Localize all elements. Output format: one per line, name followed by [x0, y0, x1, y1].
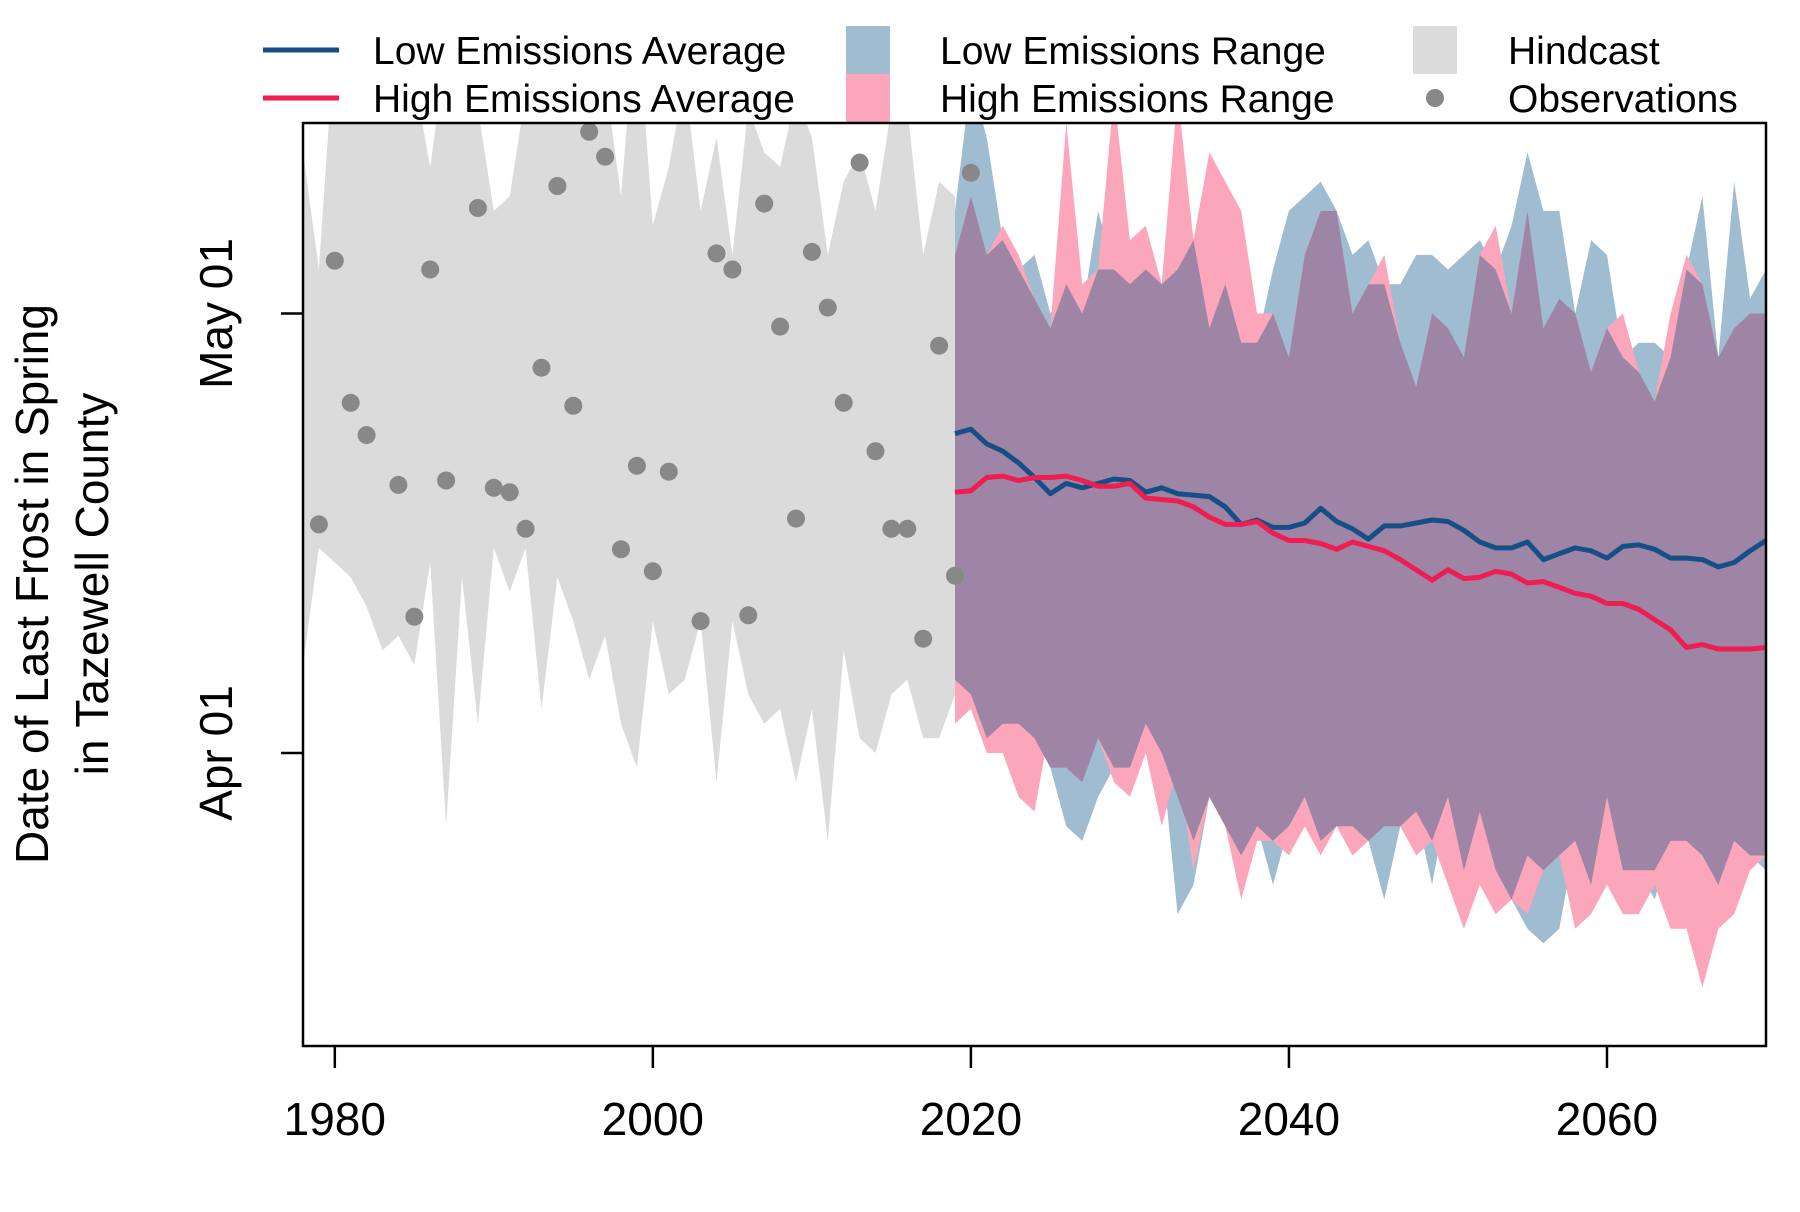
y-axis-label-line2: in Tazewell County [66, 393, 118, 776]
observation-point [771, 317, 790, 336]
observation-point [309, 515, 328, 534]
observation-point [500, 483, 519, 502]
observation-point [930, 336, 949, 355]
x-tick-label: 1980 [284, 1093, 386, 1145]
observation-point [834, 393, 853, 412]
legend-swatch-low_range [846, 26, 890, 74]
observation-point [580, 123, 599, 141]
observation-point [468, 199, 487, 217]
axes: 1980 2000 2020 2040 2060 Apr 01 May 01 [190, 121, 1768, 1145]
observation-point [914, 629, 933, 648]
high-emissions-average-line [954, 473, 1766, 652]
observation-point [643, 562, 662, 581]
observation-point [755, 194, 774, 213]
x-tick-label: 2000 [602, 1093, 704, 1145]
legend: Low Emissions Average High Emissions Aver… [263, 26, 1738, 122]
observation-point [421, 260, 440, 279]
observation-point [627, 456, 646, 475]
x-tick-label: 2040 [1238, 1093, 1340, 1145]
observation-point [787, 509, 805, 528]
observation-point [357, 426, 376, 445]
range-overlap-band [955, 196, 1766, 900]
legend-label-high_range: High Emissions Range [940, 78, 1335, 121]
observation-point [596, 147, 615, 166]
legend-label-low_range: Low Emissions Range [940, 30, 1326, 73]
observation-point [676, 4, 694, 22]
legend-label-high_avg: High Emissions Average [373, 78, 795, 121]
observation-point [659, 462, 678, 481]
observation-point [691, 612, 710, 631]
legend-swatch-obs [1426, 89, 1444, 107]
observation-point [818, 298, 837, 317]
observation-point [389, 475, 408, 494]
observation-point [564, 396, 583, 415]
hindcast-band [303, 123, 955, 841]
observation-point [341, 393, 360, 412]
observation-point [325, 251, 344, 270]
legend-label-obs: Observations [1508, 78, 1738, 121]
observation-point [802, 242, 821, 261]
observation-point [946, 566, 964, 585]
observation-point [723, 260, 742, 279]
observation-point [612, 540, 630, 559]
y-tick-label: Apr 01 [190, 685, 242, 821]
observation-point [707, 244, 726, 263]
observation-point [882, 519, 901, 538]
observation-point [516, 519, 535, 538]
observation-point [484, 478, 503, 497]
observation-point [739, 606, 758, 625]
y-tick-label: May 01 [190, 238, 242, 389]
x-tick-label: 2060 [1556, 1093, 1658, 1145]
legend-swatch-hindcast [1413, 26, 1457, 74]
observation-point [961, 163, 980, 182]
x-tick-label: 2020 [920, 1093, 1022, 1145]
legend-label-hindcast: Hindcast [1508, 30, 1660, 73]
legend-label-low_avg: Low Emissions Average [373, 30, 786, 73]
observation-point [850, 153, 869, 172]
plot-area [303, 4, 1766, 988]
observation-point [898, 519, 917, 538]
observation-point [548, 177, 567, 195]
observation-point [532, 358, 551, 377]
observation-point [405, 607, 424, 626]
legend-swatch-high_range [846, 74, 890, 122]
y-axis-label-line1: Date of Last Frost in Spring [6, 304, 58, 864]
observation-point [437, 471, 456, 490]
observation-point [866, 442, 885, 461]
plot-frame [301, 121, 1768, 1048]
